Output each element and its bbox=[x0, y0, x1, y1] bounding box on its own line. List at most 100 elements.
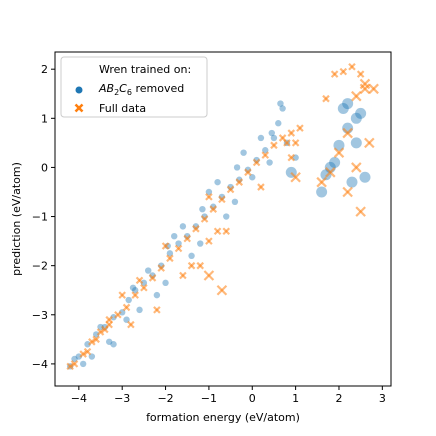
point-full bbox=[218, 195, 226, 204]
point-full bbox=[205, 237, 213, 245]
point-removed bbox=[129, 284, 137, 291]
point-full bbox=[356, 70, 365, 78]
point-full bbox=[351, 162, 362, 173]
point-removed bbox=[140, 279, 148, 287]
point-full bbox=[355, 206, 366, 217]
point-full bbox=[105, 315, 113, 324]
point-removed bbox=[316, 186, 328, 198]
point-removed bbox=[119, 309, 126, 316]
point-full bbox=[316, 176, 327, 188]
legend-box bbox=[60, 56, 208, 118]
point-removed bbox=[188, 252, 195, 260]
point-full bbox=[244, 168, 252, 177]
point-full bbox=[339, 67, 348, 76]
point-full bbox=[290, 171, 301, 183]
point-removed bbox=[355, 107, 367, 119]
y-tick-label: −2 bbox=[32, 260, 48, 273]
point-removed bbox=[125, 296, 132, 304]
point-full bbox=[157, 264, 165, 272]
point-removed bbox=[166, 250, 174, 257]
point-full bbox=[333, 147, 345, 158]
point-full bbox=[348, 62, 356, 71]
point-removed bbox=[162, 279, 169, 287]
point-removed bbox=[270, 134, 278, 142]
point-removed bbox=[359, 171, 371, 183]
point-full bbox=[359, 78, 371, 90]
point-full bbox=[187, 261, 196, 270]
point-full bbox=[179, 271, 187, 280]
point-removed bbox=[71, 355, 78, 363]
point-removed bbox=[342, 98, 354, 110]
legend-label-full: Full data bbox=[99, 102, 146, 115]
point-removed bbox=[84, 341, 91, 348]
point-removed bbox=[233, 164, 241, 171]
point-removed bbox=[197, 240, 204, 247]
point-removed bbox=[275, 120, 282, 127]
x-tick-label: −3 bbox=[114, 392, 130, 405]
point-full bbox=[148, 274, 157, 282]
point-full bbox=[83, 347, 92, 356]
point-removed bbox=[153, 291, 161, 299]
point-full bbox=[114, 311, 122, 319]
point-removed bbox=[75, 353, 83, 360]
point-removed bbox=[277, 100, 284, 107]
legend-title: Wren trained on: bbox=[99, 63, 191, 76]
legend: Wren trained on: AB2C6 removed Full data bbox=[60, 56, 208, 118]
point-removed bbox=[240, 149, 247, 156]
x-axis-label: formation energy (eV/atom) bbox=[146, 411, 300, 424]
point-full bbox=[261, 151, 270, 159]
point-full bbox=[183, 234, 192, 243]
y-tick-label: 1 bbox=[41, 112, 48, 125]
point-removed bbox=[88, 353, 96, 360]
point-removed bbox=[145, 267, 152, 274]
point-full bbox=[296, 124, 304, 132]
x-tick-label: −2 bbox=[157, 392, 173, 405]
point-removed bbox=[123, 316, 130, 323]
point-full bbox=[127, 320, 135, 329]
point-full bbox=[322, 94, 330, 103]
point-removed bbox=[333, 139, 345, 151]
plot-frame bbox=[54, 51, 392, 387]
point-removed bbox=[171, 232, 178, 240]
point-removed bbox=[249, 174, 256, 181]
point-full bbox=[192, 225, 200, 233]
point-removed bbox=[110, 314, 117, 321]
point-full bbox=[200, 215, 209, 223]
point-full bbox=[368, 83, 379, 95]
point-removed bbox=[279, 105, 286, 112]
point-full bbox=[166, 254, 174, 263]
point-removed bbox=[350, 112, 362, 124]
point-full bbox=[235, 178, 244, 186]
point-full bbox=[203, 270, 215, 281]
y-tick-label: −4 bbox=[32, 358, 48, 371]
point-removed bbox=[205, 188, 213, 196]
point-full bbox=[153, 306, 161, 314]
point-full bbox=[174, 244, 183, 253]
x-axis-ticks: −4 −3 −2 −1 0 1 2 3 bbox=[71, 386, 386, 405]
point-removed bbox=[110, 341, 117, 348]
point-full bbox=[88, 338, 96, 346]
point-full bbox=[364, 137, 375, 149]
point-removed bbox=[97, 323, 104, 331]
point-full bbox=[92, 335, 100, 344]
y-axis-ticks: −4 −3 −2 −1 0 1 2 bbox=[32, 63, 55, 371]
point-full bbox=[213, 227, 222, 236]
x-tick-label: 3 bbox=[379, 392, 386, 405]
point-full bbox=[66, 362, 74, 371]
x-tick-label: −1 bbox=[201, 392, 217, 405]
point-full bbox=[283, 139, 291, 147]
point-removed bbox=[92, 331, 100, 338]
point-full bbox=[216, 284, 228, 296]
point-removed bbox=[346, 176, 358, 188]
point-removed bbox=[175, 240, 182, 247]
point-full bbox=[135, 276, 144, 285]
point-full bbox=[161, 242, 170, 250]
point-full bbox=[270, 141, 278, 150]
point-removed bbox=[199, 205, 206, 213]
point-full bbox=[222, 227, 231, 236]
point-full bbox=[209, 205, 218, 213]
point-full bbox=[101, 325, 109, 334]
x-tick-label: 0 bbox=[249, 392, 256, 405]
x-tick-label: 2 bbox=[335, 392, 342, 405]
point-full bbox=[252, 158, 261, 167]
